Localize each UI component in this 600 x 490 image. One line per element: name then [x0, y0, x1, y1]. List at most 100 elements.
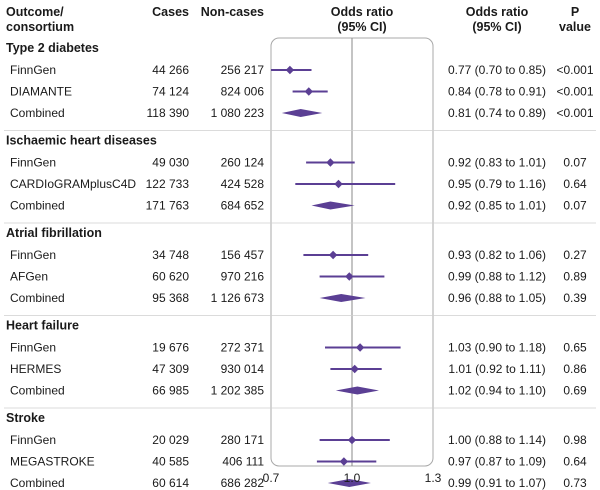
row-or-ci: 1.02 (0.94 to 1.10)	[448, 384, 546, 398]
row-or-ci: 0.92 (0.83 to 1.01)	[448, 156, 546, 170]
row-label: CARDIoGRAMplusC4D	[10, 177, 136, 191]
row-p-value: 0.07	[563, 199, 587, 213]
row-or-ci: 1.01 (0.92 to 1.11)	[448, 362, 545, 376]
row-cases: 44 266	[152, 63, 189, 77]
row-or-ci: 0.99 (0.88 to 1.12)	[448, 270, 546, 284]
point-estimate-marker	[355, 343, 365, 352]
point-estimate-marker	[326, 158, 335, 167]
row-noncases: 424 528	[221, 177, 265, 191]
row-or-ci: 0.92 (0.85 to 1.01)	[448, 199, 546, 213]
row-cases: 60 614	[152, 476, 189, 490]
row-p-value: <0.001	[556, 85, 593, 99]
row-noncases: 406 111	[222, 455, 264, 469]
row-p-value: 0.73	[563, 476, 587, 490]
row-label: Combined	[10, 106, 65, 120]
pooled-diamond	[327, 479, 371, 487]
header-or-text-line2: (95% CI)	[472, 20, 521, 34]
row-noncases: 272 371	[221, 341, 265, 355]
pooled-diamond	[281, 109, 323, 117]
row-or-ci: 0.84 (0.78 to 0.91)	[448, 85, 546, 99]
row-or-ci: 0.95 (0.79 to 1.16)	[448, 177, 546, 191]
row-p-value: 0.86	[563, 362, 587, 376]
row-label: Combined	[10, 384, 65, 398]
row-p-value: 0.39	[563, 291, 587, 305]
row-cases: 171 763	[146, 199, 190, 213]
point-estimate-marker	[350, 364, 359, 374]
row-label: DIAMANTE	[10, 85, 72, 99]
row-or-ci: 1.00 (0.88 to 1.14)	[448, 433, 546, 447]
row-cases: 49 030	[152, 156, 189, 170]
row-noncases: 930 014	[221, 362, 265, 376]
row-p-value: 0.27	[563, 248, 587, 262]
row-noncases: 1 126 673	[211, 291, 265, 305]
row-label: HERMES	[10, 362, 61, 376]
header-p-line2: value	[559, 20, 591, 34]
row-label: MEGASTROKE	[10, 455, 95, 469]
group-title: Atrial fibrillation	[6, 226, 102, 240]
row-noncases: 280 171	[221, 433, 265, 447]
group-title: Stroke	[6, 411, 45, 425]
forest-rows: Type 2 diabetes FinnGen 44 266 256 217 0.77 …	[4, 41, 596, 490]
pooled-diamond	[311, 201, 355, 210]
row-or-ci: 0.96 (0.88 to 1.05)	[448, 291, 546, 305]
point-estimate-marker	[304, 87, 313, 96]
row-cases: 60 620	[152, 270, 189, 284]
header-cases: Cases	[152, 5, 189, 19]
row-noncases: 684 652	[221, 199, 265, 213]
row-cases: 47 309	[152, 362, 189, 376]
row-p-value: 0.64	[563, 177, 587, 191]
row-noncases: 686 282	[221, 476, 265, 490]
row-label: FinnGen	[10, 341, 56, 355]
header-p-line1: P	[571, 5, 579, 19]
header-or-plot-line2: (95% CI)	[337, 20, 386, 34]
row-p-value: 0.64	[563, 455, 587, 469]
column-headers: Outcome/ consortium Cases Non-cases Odds…	[6, 5, 591, 34]
row-cases: 34 748	[152, 248, 189, 262]
row-p-value: <0.001	[556, 63, 593, 77]
row-cases: 66 985	[152, 384, 189, 398]
point-estimate-marker	[345, 272, 354, 281]
row-or-ci: 0.81 (0.74 to 0.89)	[448, 106, 546, 120]
header-noncases: Non-cases	[201, 5, 264, 19]
row-noncases: 156 457	[221, 248, 265, 262]
row-cases: 19 676	[152, 341, 189, 355]
row-label: FinnGen	[10, 156, 56, 170]
group-title: Ischaemic heart diseases	[6, 134, 157, 148]
row-label: Combined	[10, 199, 65, 213]
row-noncases: 1 080 223	[211, 106, 265, 120]
row-label: FinnGen	[10, 63, 56, 77]
point-estimate-marker	[285, 65, 295, 75]
row-or-ci: 0.99 (0.91 to 1.07)	[448, 476, 546, 490]
row-label: Combined	[10, 476, 65, 490]
header-or-plot-line1: Odds ratio	[331, 5, 394, 19]
row-p-value: 0.07	[563, 156, 587, 170]
row-cases: 118 390	[147, 106, 190, 120]
row-label: FinnGen	[10, 248, 56, 262]
pooled-diamond	[335, 386, 379, 395]
header-or-text-line1: Odds ratio	[466, 5, 529, 19]
row-p-value: 0.98	[563, 433, 587, 447]
header-outcome-line1: Outcome/	[6, 5, 64, 19]
x-tick-label: 1.3	[425, 471, 442, 485]
row-label: Combined	[10, 291, 65, 305]
row-label: FinnGen	[10, 433, 56, 447]
point-estimate-marker	[334, 179, 343, 189]
row-p-value: 0.69	[563, 384, 587, 398]
x-tick-label: 1.0	[344, 471, 361, 485]
x-axis-ticks: 0.7 1.0 1.3	[263, 471, 442, 485]
x-tick-label: 0.7	[263, 471, 280, 485]
row-cases: 40 585	[152, 455, 189, 469]
row-noncases: 256 217	[221, 63, 265, 77]
row-cases: 74 124	[152, 85, 189, 99]
row-cases: 20 029	[152, 433, 189, 447]
row-or-ci: 1.03 (0.90 to 1.18)	[448, 341, 546, 355]
group-title: Type 2 diabetes	[6, 41, 99, 55]
row-label: AFGen	[10, 270, 48, 284]
row-p-value: 0.65	[563, 341, 587, 355]
row-or-ci: 0.97 (0.87 to 1.09)	[448, 455, 546, 469]
row-noncases: 824 006	[221, 85, 265, 99]
row-cases: 122 733	[146, 177, 190, 191]
row-or-ci: 0.93 (0.82 to 1.06)	[448, 248, 546, 262]
row-noncases: 1 202 385	[211, 384, 265, 398]
